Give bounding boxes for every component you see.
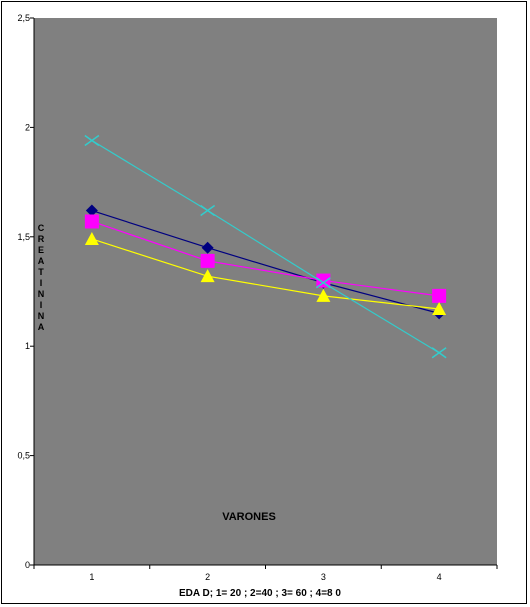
y-axis-label-letter: A [38,256,45,266]
x-tick-label: 1 [89,572,94,582]
data-point [201,241,214,254]
data-point [84,134,100,147]
y-axis-label-letter: A [38,322,45,332]
y-axis-label-letter: I [40,300,43,310]
data-point [200,269,215,283]
y-axis-label-letter: N [38,289,45,299]
series-line [91,140,440,354]
data-point [84,231,99,245]
data-point [200,204,216,217]
x-tick-labels: 1 2 3 4 [89,572,441,582]
series-line [91,209,440,314]
x-axis-label: EDA D; 1= 20 ; 2=40 ; 3= 60 ; 4=8 0 [179,588,341,599]
y-axis-label-letter: T [38,267,44,277]
y-axis-label-letter: I [40,278,43,288]
data-point [316,288,331,302]
data-point [432,288,447,303]
y-axis-label-letter: C [38,223,45,233]
chart-annotation: VARONES [222,511,276,523]
series-line [91,238,440,310]
series-line [91,220,440,297]
data-point [315,277,331,289]
series-layer [84,134,447,359]
data-point [84,214,99,229]
axes [30,17,498,569]
data-point [431,347,447,359]
y-axis-label-letter: N [38,311,45,321]
y-tick-label: 2 [25,122,30,132]
y-tick-label: 2,5 [17,13,30,23]
data-point [316,273,331,288]
y-axis-label-letter: R [38,234,45,244]
y-tick-label: 0,5 [17,451,30,461]
y-tick-labels: 0 0,5 1 1,5 2 2,5 [17,13,30,570]
series-triangle [84,231,447,316]
y-axis-label-letter: E [38,245,44,255]
y-tick-label: 1 [25,341,30,351]
y-tick-label: 0 [25,560,30,570]
plot-area [34,18,497,565]
x-tick-label: 2 [205,572,210,582]
series-square [84,214,447,303]
y-tick-label: 1,5 [17,232,30,242]
x-tick-label: 3 [321,572,326,582]
series-x [84,134,447,359]
data-point [200,253,215,268]
x-tick-label: 4 [437,572,442,582]
data-point [85,204,98,217]
data-point [432,302,447,316]
